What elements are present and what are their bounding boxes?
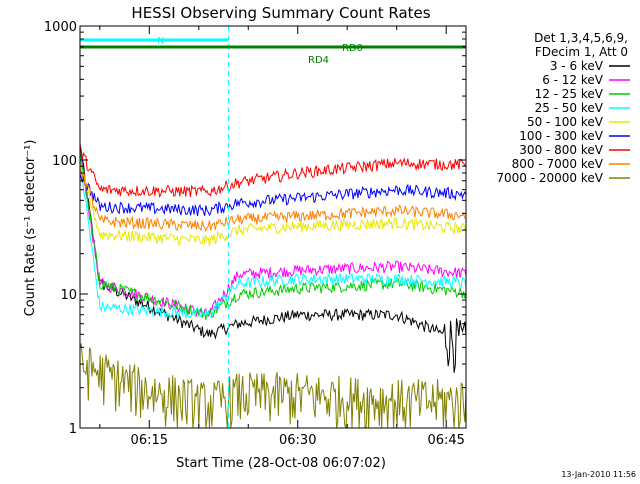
series-group (80, 142, 466, 428)
y-tick-label: 1000 (44, 20, 77, 35)
legend-label-7000-20000-kev: 7000 - 20000 keV (496, 171, 603, 185)
flag-label-n: N (157, 36, 164, 47)
flag-label-rd0: RD0 (342, 43, 363, 54)
series-line-12-25-kev (80, 151, 466, 320)
series-line-800-7000-kev (80, 169, 466, 233)
legend-label-12-25-kev: 12 - 25 keV (535, 87, 604, 101)
series-line-7000-20000-kev (80, 342, 466, 428)
x-tick-label: 06:30 (279, 433, 316, 448)
x-tick-label: 06:45 (427, 433, 464, 448)
legend-label-300-800-kev: 300 - 800 keV (519, 143, 603, 157)
y-tick-label: 100 (52, 154, 77, 169)
plot-area: N RD0 RD4 1 10 100 1000 06:15 06:30 06:45 (44, 20, 467, 448)
legend-header-line: Det 1,3,4,5,6,9, (534, 31, 628, 45)
chart-title: HESSI Observing Summary Count Rates (131, 4, 430, 22)
flag-label-rd4: RD4 (308, 55, 329, 66)
legend-label-800-7000-kev: 800 - 7000 keV (512, 157, 604, 171)
legend-label-3-6-kev: 3 - 6 keV (550, 59, 604, 73)
y-tick-label: 10 (60, 288, 77, 303)
series-line-3-6-kev (80, 142, 466, 373)
legend-label-6-12-kev: 6 - 12 keV (542, 73, 604, 87)
series-line-25-50-kev (80, 155, 466, 319)
series-line-300-800-kev (80, 144, 466, 198)
plot-frame (79, 25, 467, 429)
y-axis-label: Count Rate (s⁻¹ detector⁻¹) (23, 140, 38, 317)
legend: Det 1,3,4,5,6,9,FDecim 1, Att 03 - 6 keV… (496, 31, 630, 185)
y-tick-label: 1 (69, 422, 77, 437)
legend-label-50-100-kev: 50 - 100 keV (527, 115, 604, 129)
legend-label-100-300-kev: 100 - 300 keV (519, 129, 603, 143)
series-line-100-300-kev (80, 173, 466, 217)
legend-label-25-50-kev: 25 - 50 keV (535, 101, 604, 115)
legend-header-line: FDecim 1, Att 0 (535, 45, 628, 59)
x-tick-label: 06:15 (131, 433, 168, 448)
x-axis-label: Start Time (28-Oct-08 06:07:02) (176, 456, 386, 471)
footer-timestamp: 13-Jan-2010 11:56 (561, 470, 636, 479)
series-line-50-100-kev (80, 160, 466, 247)
